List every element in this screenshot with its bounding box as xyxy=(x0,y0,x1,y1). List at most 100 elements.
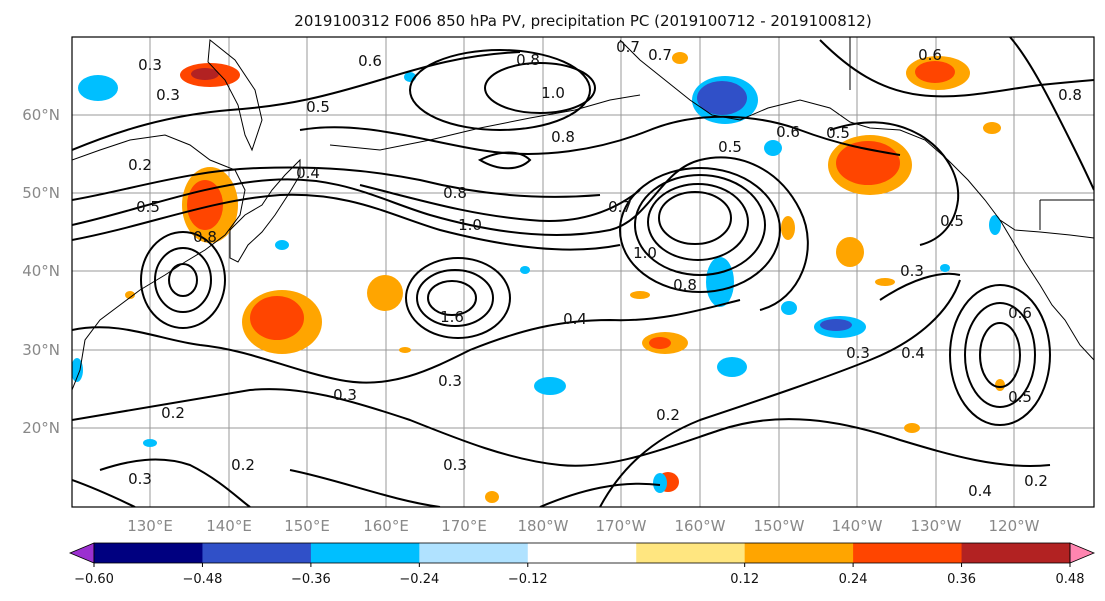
contour-label: 1.0 xyxy=(541,84,565,102)
contour-label: 0.7 xyxy=(648,46,672,64)
contour-label: 0.3 xyxy=(156,86,180,104)
positive-anomaly-140w xyxy=(836,237,864,267)
colorbar-ticks: −0.60 −0.48 −0.36 −0.24 −0.12 0.12 0.24 0.36 0.4… xyxy=(74,563,1085,587)
contour-label: 0.2 xyxy=(161,404,185,422)
lat-label-60n: 60°N xyxy=(22,106,60,124)
lon-label-180w: 180°W xyxy=(518,517,569,535)
coast-kamchatka xyxy=(207,39,263,152)
contour-label: 0.4 xyxy=(296,164,320,182)
colorbar-segment xyxy=(527,543,637,563)
colorbar-segment xyxy=(419,543,529,563)
contour-label: 0.4 xyxy=(563,310,587,328)
contour-label: 0.3 xyxy=(846,344,870,362)
pv-contour-ring-3 xyxy=(140,231,226,329)
lon-label-160e: 160°E xyxy=(363,517,409,535)
colorbar-segment xyxy=(94,543,203,563)
coast-asia xyxy=(72,134,246,391)
graticule xyxy=(72,37,1094,507)
lon-label-130w: 130°W xyxy=(911,517,962,535)
colorbar-tick-label: 0.36 xyxy=(947,572,976,587)
lon-label-140w: 140°W xyxy=(832,517,883,535)
contour-label: 0.3 xyxy=(900,262,924,280)
contour-label: 0.4 xyxy=(968,482,992,500)
contour-label: 0.5 xyxy=(136,198,160,216)
colorbar-extend-high xyxy=(1069,542,1096,564)
contour-label: 0.2 xyxy=(128,156,152,174)
contour-label: 0.5 xyxy=(306,98,330,116)
longitude-labels: 130°E 140°E 150°E 160°E 170°E 180°W 170°… xyxy=(127,517,1039,535)
pv-contour-ring-4 xyxy=(949,284,1051,426)
map-panel: 0.3 0.3 0.6 0.5 0.4 0.2 0.5 0.8 0.8 1.0 … xyxy=(71,36,1095,508)
contour-label: 1.6 xyxy=(440,308,464,326)
contour-label: 0.5 xyxy=(718,138,742,156)
lat-label-50n: 50°N xyxy=(22,184,60,202)
colorbar: −0.60 −0.48 −0.36 −0.24 −0.12 0.12 0.24 0.36 0.4… xyxy=(68,542,1096,587)
lat-label-40n: 40°N xyxy=(22,262,60,280)
positive-anomaly-165e xyxy=(367,275,403,311)
lon-label-170e: 170°E xyxy=(441,517,487,535)
negative-anomaly-160w xyxy=(706,257,734,307)
contour-label: 0.5 xyxy=(826,124,850,142)
contour-label: 0.6 xyxy=(776,123,800,141)
positive-anomaly-kamchatka xyxy=(180,63,240,87)
colorbar-frame xyxy=(93,542,1071,564)
contour-label: 0.3 xyxy=(138,56,162,74)
lat-label-30n: 30°N xyxy=(22,341,60,359)
colorbar-tick-label: 0.48 xyxy=(1056,572,1085,587)
contour-label: 0.6 xyxy=(358,52,382,70)
colorbar-segment xyxy=(961,543,1071,563)
positive-anomaly-southeast-japan xyxy=(242,290,322,354)
colorbar-tick-label: −0.24 xyxy=(399,572,439,587)
contour-label: 0.4 xyxy=(901,344,925,362)
pv-contours xyxy=(72,37,1094,507)
contour-label: 0.8 xyxy=(443,184,467,202)
contour-label: 0.3 xyxy=(438,372,462,390)
contour-label: 0.7 xyxy=(608,198,632,216)
colorbar-segment xyxy=(853,543,963,563)
contour-label: 0.7 xyxy=(616,38,640,56)
contour-label: 0.6 xyxy=(1008,304,1032,322)
precipitation-shading xyxy=(72,52,1005,503)
colorbar-tick-label: −0.36 xyxy=(291,572,331,587)
colorbar-segments xyxy=(68,542,1096,564)
coast-north-america xyxy=(999,219,1094,361)
colorbar-extend-low xyxy=(68,542,95,564)
colorbar-segment xyxy=(744,543,854,563)
contour-labels: 0.3 0.3 0.6 0.5 0.4 0.2 0.5 0.8 0.8 1.0 … xyxy=(128,38,1082,500)
contour-label: 0.5 xyxy=(1008,388,1032,406)
colorbar-tick-label: −0.12 xyxy=(508,572,548,587)
map-title: 2019100312 F006 850 hPa PV, precipitatio… xyxy=(294,12,871,30)
contour-label: 0.2 xyxy=(1024,472,1048,490)
colorbar-segment xyxy=(310,543,420,563)
lon-label-130e: 130°E xyxy=(127,517,173,535)
coast-aleutians xyxy=(329,94,641,151)
pv-contour-ring-1 xyxy=(619,167,781,293)
contour-label: 0.6 xyxy=(918,46,942,64)
coast-japan xyxy=(229,158,301,263)
lon-label-120w: 120°W xyxy=(989,517,1040,535)
colorbar-segment xyxy=(636,543,746,563)
contour-label: 0.3 xyxy=(333,386,357,404)
pv-contour-ring-2 xyxy=(405,257,511,339)
latitude-labels: 60°N 50°N 40°N 30°N 20°N xyxy=(22,106,60,437)
lon-label-140e: 140°E xyxy=(206,517,252,535)
contour-label: 0.2 xyxy=(231,456,255,474)
contour-label: 0.2 xyxy=(656,406,680,424)
contour-label: 0.3 xyxy=(443,456,467,474)
colorbar-tick-label: 0.12 xyxy=(730,572,759,587)
contour-label: 1.0 xyxy=(633,244,657,262)
pv-contour-jet-1 xyxy=(72,156,809,311)
map-frame xyxy=(71,36,1095,508)
contour-label: 0.3 xyxy=(128,470,152,488)
lon-label-170w: 170°W xyxy=(596,517,647,535)
coastlines xyxy=(72,37,1094,391)
lat-label-20n: 20°N xyxy=(22,419,60,437)
contour-label: 0.8 xyxy=(193,228,217,246)
colorbar-tick-label: −0.60 xyxy=(74,572,114,587)
coast-alaska xyxy=(619,39,1094,239)
positive-anomaly-alaska xyxy=(906,56,970,90)
contour-label: 0.8 xyxy=(516,51,540,69)
contour-label: 0.8 xyxy=(673,276,697,294)
contour-label: 0.8 xyxy=(551,128,575,146)
lon-label-160w: 160°W xyxy=(675,517,726,535)
